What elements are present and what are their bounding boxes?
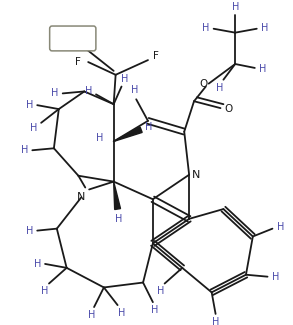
Text: H: H	[272, 272, 279, 282]
Text: H: H	[115, 214, 122, 224]
Text: H: H	[157, 286, 164, 296]
Text: H: H	[88, 310, 96, 320]
Text: O: O	[200, 79, 208, 89]
Polygon shape	[114, 182, 120, 210]
Text: F: F	[153, 51, 159, 61]
Text: H: H	[259, 64, 266, 74]
Text: H: H	[96, 133, 104, 142]
Text: H: H	[131, 85, 138, 96]
Text: H: H	[26, 100, 33, 110]
Text: Abs: Abs	[63, 26, 84, 39]
Polygon shape	[114, 127, 142, 141]
Text: H: H	[26, 226, 33, 236]
Text: H: H	[118, 308, 125, 318]
Text: H: H	[231, 2, 239, 12]
Text: H: H	[121, 74, 128, 84]
Text: N: N	[77, 192, 86, 202]
Text: N: N	[192, 170, 200, 180]
Text: H: H	[33, 259, 41, 269]
Text: H: H	[30, 123, 37, 133]
Text: H: H	[51, 88, 59, 98]
Text: H: H	[202, 23, 209, 33]
Text: H: H	[216, 83, 223, 93]
Text: H: H	[145, 122, 153, 132]
FancyBboxPatch shape	[50, 26, 96, 51]
Text: H: H	[151, 305, 159, 315]
Text: H: H	[21, 145, 28, 155]
Text: O: O	[224, 104, 232, 114]
Text: F: F	[76, 57, 81, 67]
Text: H: H	[261, 23, 268, 33]
Text: H: H	[84, 86, 92, 97]
Text: H: H	[41, 286, 49, 296]
Text: H: H	[277, 222, 284, 232]
Text: H: H	[212, 317, 219, 325]
